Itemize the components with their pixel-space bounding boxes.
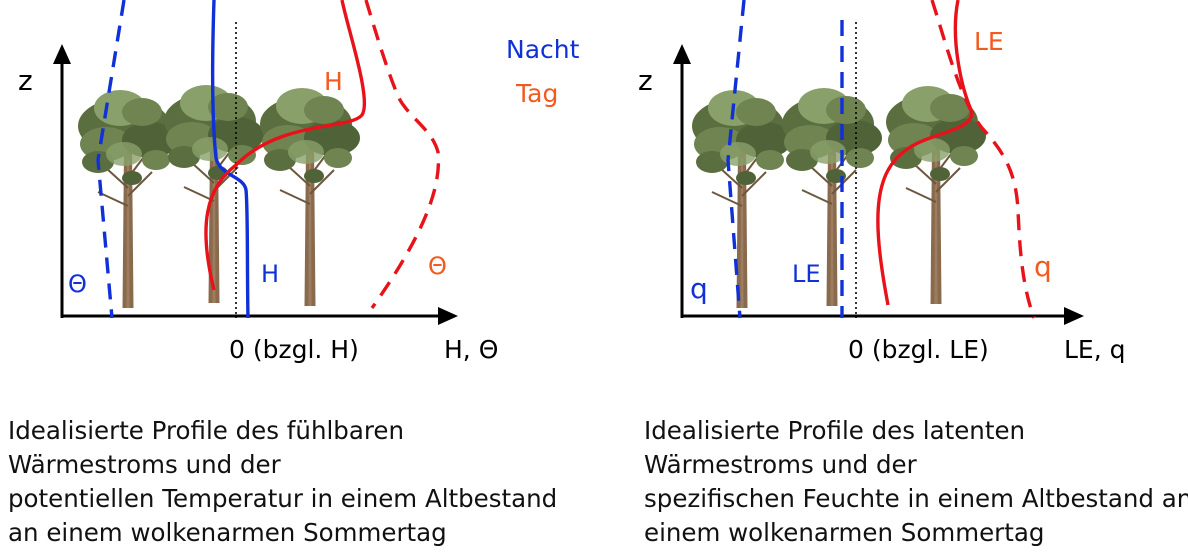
right-day-flux-label: LE [974, 27, 1004, 56]
right-panel: z LE, q 0 (bzgl. LE) LE LE q q [638, 0, 1126, 364]
right-day-q-label: q [1034, 250, 1052, 283]
z-axis-arrow [53, 44, 71, 64]
left-panel: z H, Θ 0 (bzgl. H) Nacht Tag H H Θ Θ [18, 0, 580, 364]
right-z-axis-label: z [638, 64, 653, 97]
legend-day: Tag [515, 79, 558, 108]
z-axis-arrow [673, 44, 691, 64]
day-q-curve [930, 0, 1036, 319]
right-caption-line-3: spezifischen Feuchte in einem Altbestand… [644, 484, 1188, 513]
night-q-curve [726, 0, 746, 319]
left-caption-line-4: an einem wolkenarmen Sommertag [8, 518, 447, 547]
night-theta-curve [96, 0, 126, 319]
x-axis-arrow [438, 307, 458, 325]
left-day-flux-label: H [324, 67, 343, 96]
left-zero-label: 0 (bzgl. H) [229, 335, 359, 364]
right-night-q-label: q [690, 272, 708, 305]
right-zero-label: 0 (bzgl. LE) [848, 335, 989, 364]
left-night-theta-label: Θ [68, 270, 87, 298]
left-caption-line-2: Wärmestroms und der [8, 450, 281, 479]
left-caption-line-1: Idealisierte Profile des fühlbaren [8, 416, 404, 445]
left-z-axis-label: z [18, 64, 33, 97]
right-x-axis-label: LE, q [1064, 335, 1126, 364]
right-caption: Idealisierte Profile des latenten Wärmes… [644, 414, 1188, 550]
left-day-theta-label: Θ [428, 252, 447, 280]
right-night-flux-label: LE [792, 260, 821, 288]
left-caption-line-3: potentiellen Temperatur in einem Altbest… [8, 484, 558, 513]
tree-1 [77, 89, 179, 309]
x-axis-arrow [1064, 307, 1084, 325]
legend-night: Nacht [506, 35, 580, 64]
day-heat-flux-curve [204, 0, 367, 291]
night-heat-flux-curve [210, 0, 250, 319]
forest-profile-diagram: z H, Θ 0 (bzgl. H) Nacht Tag H H Θ Θ z [18, 0, 1126, 364]
left-caption: Idealisierte Profile des fühlbaren Wärme… [8, 414, 557, 550]
day-latent-flux-curve [876, 0, 974, 306]
left-night-flux-label: H [261, 260, 279, 288]
left-trees [77, 84, 361, 309]
left-x-axis-label: H, Θ [444, 335, 498, 364]
day-theta-curve [364, 0, 441, 309]
right-caption-line-2: Wärmestroms und der [644, 450, 917, 479]
right-caption-line-1: Idealisierte Profile des latenten [644, 416, 1026, 445]
right-caption-line-4: einem wolkenarmen Sommertag [644, 518, 1045, 547]
